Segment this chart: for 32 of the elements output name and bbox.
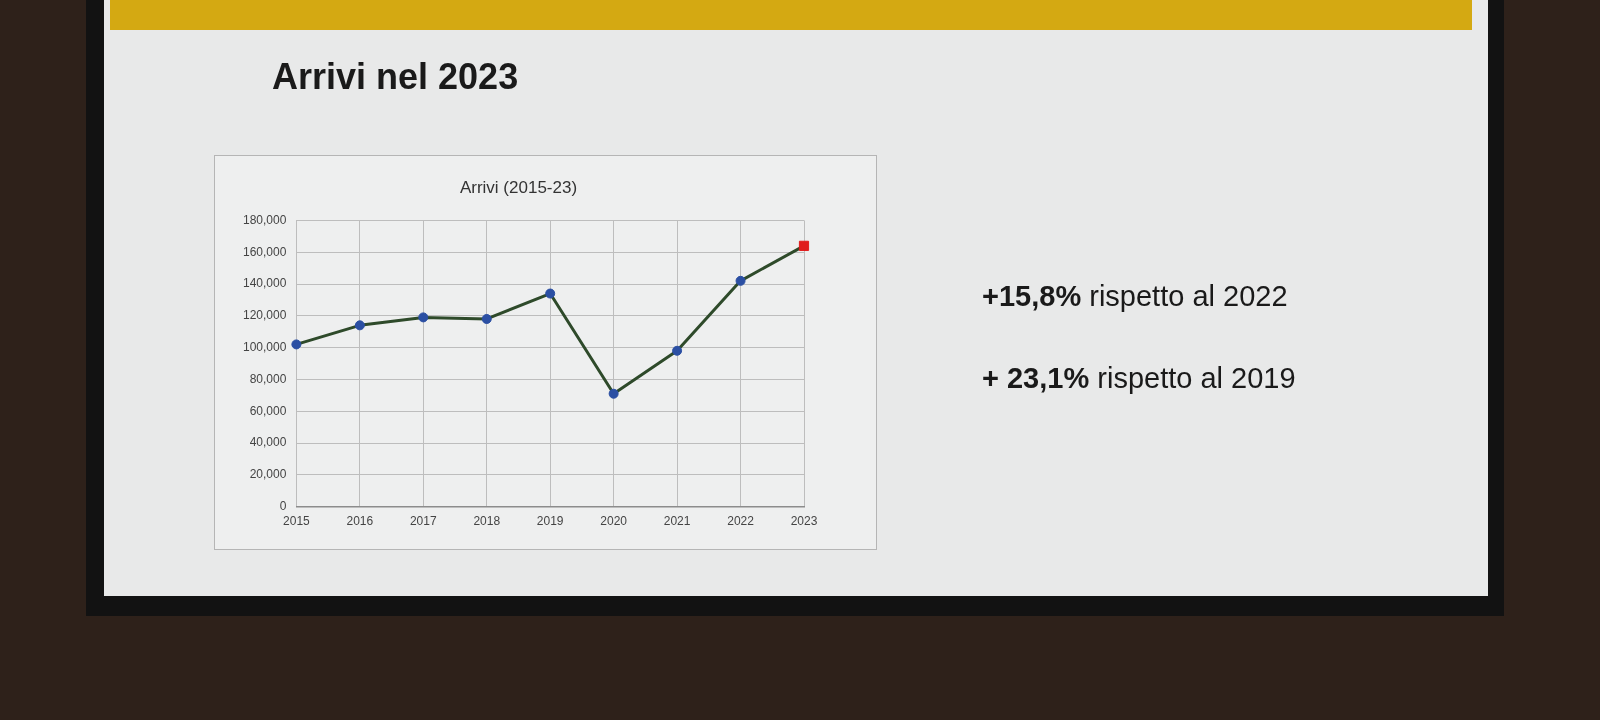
point bbox=[291, 339, 302, 350]
x-tick-label: 2022 bbox=[727, 514, 755, 529]
point bbox=[798, 240, 810, 251]
point bbox=[608, 388, 619, 399]
y-tick-label: 100,000 bbox=[242, 339, 287, 354]
y-tick-label: 0 bbox=[279, 498, 287, 513]
point bbox=[735, 275, 746, 286]
point bbox=[481, 313, 492, 324]
x-tick-label: 2021 bbox=[663, 514, 691, 529]
y-tick-label: 40,000 bbox=[249, 435, 287, 450]
x-tick-label: 2023 bbox=[790, 514, 818, 529]
x-tick-label: 2017 bbox=[409, 514, 437, 529]
text: +15,8% rispetto al 2022 bbox=[982, 280, 1288, 312]
point bbox=[672, 345, 683, 356]
point bbox=[545, 288, 556, 299]
y-tick-label: 80,000 bbox=[249, 371, 287, 386]
y-tick-label: 180,000 bbox=[242, 212, 287, 227]
y-tick-label: 140,000 bbox=[242, 276, 287, 291]
y-tick-label: 160,000 bbox=[242, 244, 287, 259]
y-tick-label: 20,000 bbox=[249, 467, 287, 482]
chart-title: Arrivi nel 2023 bbox=[272, 56, 519, 98]
chart-subtitle: Arrivi (2015-23) bbox=[459, 177, 578, 197]
x-tick-label: 2018 bbox=[473, 514, 501, 529]
point bbox=[354, 320, 365, 331]
point bbox=[418, 312, 429, 323]
text: + 23,1% rispetto al 2019 bbox=[982, 362, 1296, 394]
x-tick-label: 2019 bbox=[536, 514, 564, 529]
x-tick-label: 2020 bbox=[600, 514, 628, 529]
x-tick-label: 2016 bbox=[346, 514, 374, 529]
x-tick-label: 2015 bbox=[283, 514, 311, 529]
y-tick-label: 60,000 bbox=[249, 403, 287, 418]
y-tick-label: 120,000 bbox=[242, 308, 287, 323]
